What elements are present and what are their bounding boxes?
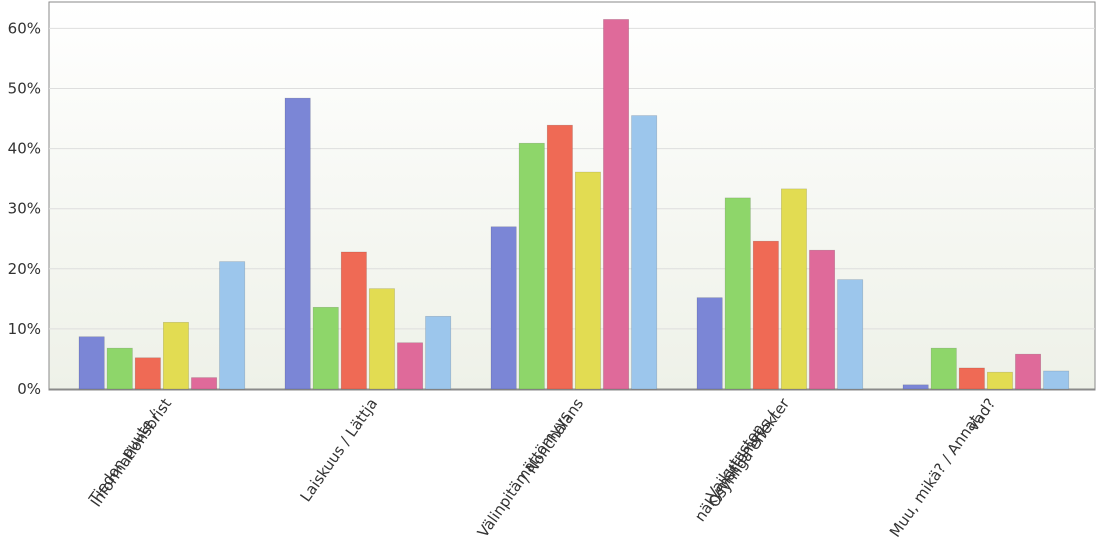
category-label: Osynliga effekter <box>705 394 794 510</box>
y-tick-label: 20% <box>8 260 41 278</box>
bar-series-6-category-4 <box>837 279 864 390</box>
bar-series-5-category-5 <box>1015 353 1042 390</box>
bar-series-3-category-5 <box>958 367 985 390</box>
bar-series-1-category-3 <box>490 226 517 390</box>
bar-series-2-category-2 <box>312 306 339 390</box>
bar-series-4-category-3 <box>574 171 601 390</box>
bar-series-1-category-4 <box>696 297 723 390</box>
category-label: / Nonchalans <box>517 395 588 485</box>
bar-series-2-category-1 <box>106 347 133 390</box>
y-tick-label: 40% <box>8 140 41 158</box>
bar-series-2-category-5 <box>930 347 957 390</box>
y-tick-label: 10% <box>8 320 41 338</box>
y-tick-label: 30% <box>8 200 41 218</box>
bar-series-5-category-2 <box>397 342 423 390</box>
bar-series-6-category-3 <box>631 115 658 390</box>
x-axis: Tiedon puute /Informationsbrist Laiskuus … <box>85 394 999 540</box>
bar-series-4-category-1 <box>163 321 189 390</box>
bars <box>78 19 1070 390</box>
bar-series-6-category-2 <box>425 315 452 390</box>
bar-series-4-category-5 <box>986 371 1013 390</box>
bar-series-1-category-5 <box>902 384 929 390</box>
bar-series-5-category-4 <box>809 249 836 390</box>
bar-series-5-category-1 <box>191 377 217 390</box>
bar-series-6-category-1 <box>219 261 246 390</box>
bar-series-2-category-3 <box>518 142 545 390</box>
bar-series-3-category-1 <box>134 357 161 390</box>
bar-series-3-category-3 <box>546 124 573 390</box>
bar-series-3-category-4 <box>752 240 779 390</box>
bar-series-6-category-5 <box>1043 370 1070 390</box>
category-label: Informationsbrist <box>87 395 175 510</box>
bar-series-4-category-4 <box>780 188 807 390</box>
bar-series-2-category-4 <box>724 197 751 390</box>
y-tick-label: 0% <box>17 380 41 398</box>
y-tick-label: 60% <box>8 19 41 37</box>
bar-series-4-category-2 <box>368 288 395 390</box>
bar-series-1-category-2 <box>284 97 311 390</box>
category-label: Laiskuus / Lättja <box>297 395 382 505</box>
bar-series-5-category-3 <box>603 19 630 390</box>
y-tick-label: 50% <box>8 80 41 98</box>
bar-series-1-category-1 <box>78 336 105 390</box>
bar-series-3-category-2 <box>340 251 367 390</box>
